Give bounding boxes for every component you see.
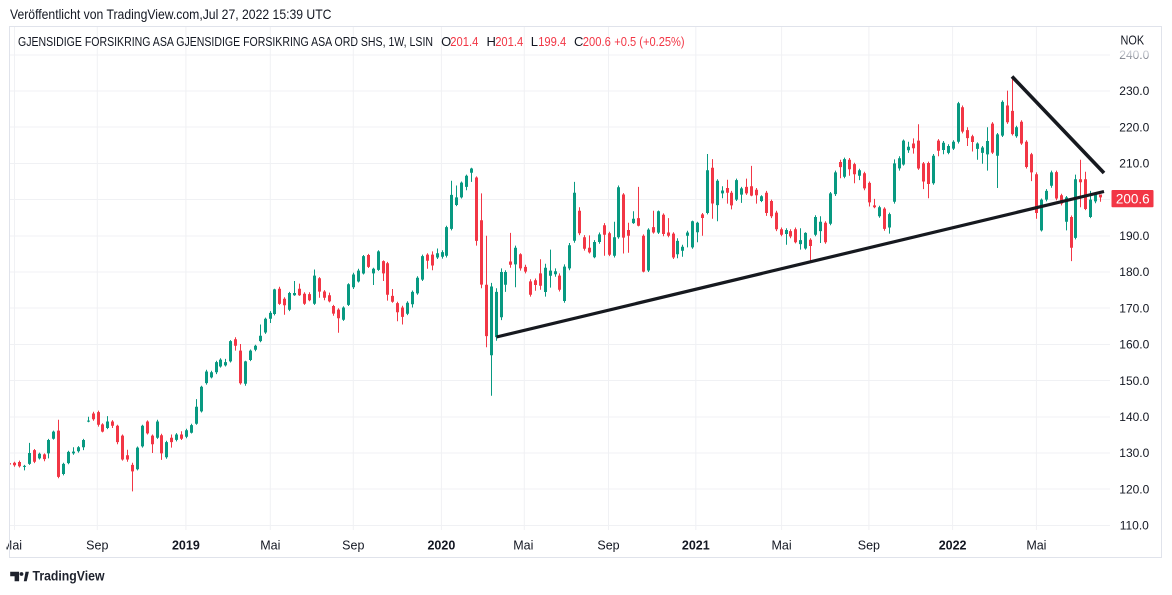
svg-text:Sep: Sep <box>342 539 364 553</box>
svg-text:+0.5 (+0.25%): +0.5 (+0.25%) <box>614 34 684 49</box>
svg-text:140.0: 140.0 <box>1119 410 1149 424</box>
svg-text:199.4: 199.4 <box>538 34 566 49</box>
svg-text:GJENSIDIGE FORSIKRING ASA GJEN: GJENSIDIGE FORSIKRING ASA GJENSIDIGE FOR… <box>18 34 433 49</box>
svg-text:110.0: 110.0 <box>1120 519 1149 533</box>
svg-text:NOK: NOK <box>1121 34 1145 48</box>
svg-text:Mai: Mai <box>2 539 22 553</box>
svg-text:TradingView: TradingView <box>33 569 105 584</box>
svg-text:2022: 2022 <box>939 539 967 553</box>
svg-text:Sep: Sep <box>858 539 880 553</box>
svg-text:Sep: Sep <box>597 539 619 553</box>
svg-text:O: O <box>441 34 451 49</box>
svg-text:L: L <box>531 34 538 49</box>
svg-text:Veröffentlicht von TradingView: Veröffentlicht von TradingView.com,Jul 2… <box>10 6 332 22</box>
svg-text:201.4: 201.4 <box>495 34 523 49</box>
svg-text:160.0: 160.0 <box>1119 338 1149 352</box>
svg-text:2020: 2020 <box>427 539 455 553</box>
svg-text:2019: 2019 <box>172 539 200 553</box>
svg-text:130.0: 130.0 <box>1119 446 1149 460</box>
svg-text:H: H <box>487 34 496 49</box>
svg-text:201.4: 201.4 <box>450 34 478 49</box>
svg-text:230.0: 230.0 <box>1119 84 1149 98</box>
svg-text:180.0: 180.0 <box>1119 265 1149 279</box>
svg-text:Mai: Mai <box>513 539 533 553</box>
svg-text:Mai: Mai <box>1026 539 1046 553</box>
svg-text:210.0: 210.0 <box>1119 157 1149 171</box>
svg-text:Mai: Mai <box>260 539 280 553</box>
svg-text:200.6: 200.6 <box>583 34 611 49</box>
svg-text:Sep: Sep <box>86 539 108 553</box>
svg-text:120.0: 120.0 <box>1119 482 1149 496</box>
svg-text:240.0: 240.0 <box>1119 48 1149 62</box>
svg-text:170.0: 170.0 <box>1119 301 1149 315</box>
svg-text:190.0: 190.0 <box>1119 229 1149 243</box>
svg-text:C: C <box>574 34 583 49</box>
svg-text:Mai: Mai <box>772 539 792 553</box>
svg-text:150.0: 150.0 <box>1119 374 1149 388</box>
svg-text:2021: 2021 <box>682 539 710 553</box>
svg-text:220.0: 220.0 <box>1119 120 1149 134</box>
svg-text:200.6: 200.6 <box>1116 191 1150 206</box>
